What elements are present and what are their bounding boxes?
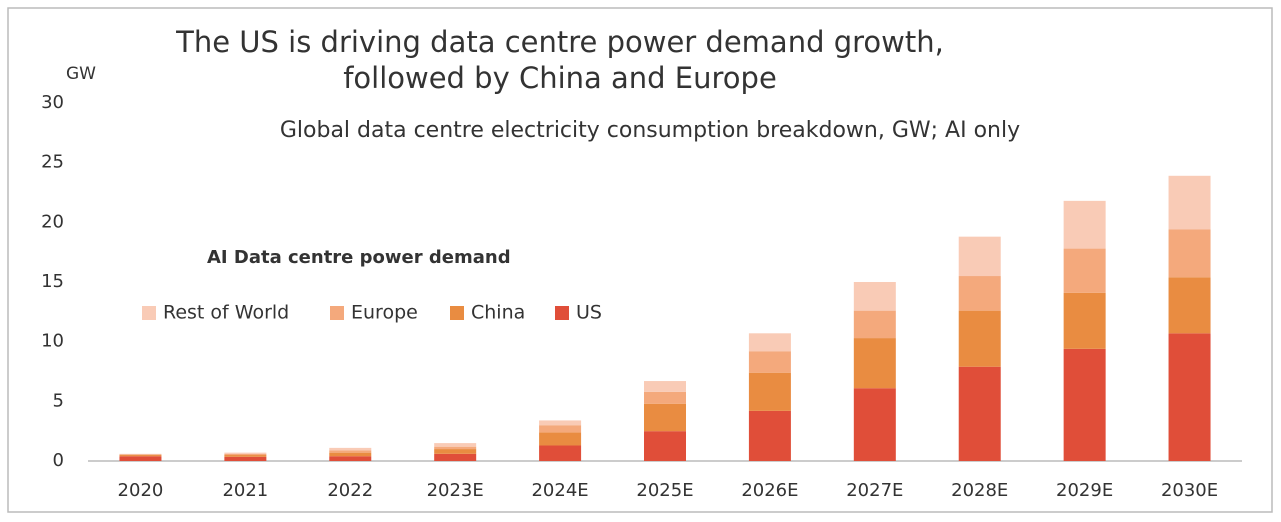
bar-segment xyxy=(224,452,267,454)
bar-segment xyxy=(434,453,477,461)
legend-swatch xyxy=(142,306,156,320)
bar-segment xyxy=(1168,175,1211,230)
y-tick-label: 10 xyxy=(41,331,64,352)
bar-segment xyxy=(853,310,896,339)
chart-title: followed by China and Europe xyxy=(343,61,777,95)
y-tick-label: 15 xyxy=(41,271,64,292)
chart-subtitle: Global data centre electricity consumpti… xyxy=(280,118,1020,143)
bar-segment xyxy=(434,443,477,447)
bar-segment xyxy=(1168,229,1211,278)
legend-swatch xyxy=(555,306,569,320)
bar-segment xyxy=(119,456,162,461)
legend-label: US xyxy=(576,302,602,324)
legend-label: Rest of World xyxy=(163,302,289,324)
x-tick-label: 2026E xyxy=(741,480,798,501)
bar-segment xyxy=(539,445,582,461)
bar-segment xyxy=(958,276,1001,311)
bar-segment xyxy=(644,391,686,404)
bar-segment xyxy=(224,453,267,456)
bar-segment xyxy=(958,310,1001,367)
legend-title: AI Data centre power demand xyxy=(207,247,511,268)
bar-segment xyxy=(748,333,791,352)
bar-segment xyxy=(434,446,477,450)
bar-segment xyxy=(644,381,686,392)
bar-segment xyxy=(644,431,686,461)
bar-segment xyxy=(958,236,1001,277)
bar-segment xyxy=(1168,333,1211,461)
chart-border xyxy=(7,7,1273,513)
bar-segment xyxy=(1063,292,1106,349)
x-tick-label: 2027E xyxy=(846,480,903,501)
y-tick-label: 0 xyxy=(53,450,64,471)
bar-segment xyxy=(644,403,686,432)
bar-segment xyxy=(329,456,372,461)
bar-segment xyxy=(329,447,372,451)
bar-segment xyxy=(853,282,896,311)
bar-segment xyxy=(119,455,162,457)
bar-segment xyxy=(853,388,896,461)
bar-segment xyxy=(958,366,1001,461)
bar-segment xyxy=(434,449,477,454)
x-tick-label: 2021 xyxy=(222,480,268,501)
x-tick-label: 2024E xyxy=(531,480,588,501)
bar-segment xyxy=(748,351,791,373)
bar-segment xyxy=(853,338,896,389)
bar-segment xyxy=(539,432,582,446)
bar-segment xyxy=(1063,200,1106,249)
y-tick-label: 5 xyxy=(53,390,64,411)
y-tick-label: 20 xyxy=(41,211,64,232)
bar-segment xyxy=(748,372,791,411)
bar-segment xyxy=(539,425,582,433)
bar-segment xyxy=(1063,248,1106,293)
legend-label: China xyxy=(471,302,525,324)
y-axis-label: GW xyxy=(66,64,96,84)
x-tick-label: 2023E xyxy=(427,480,484,501)
x-tick-label: 2028E xyxy=(951,480,1008,501)
legend-swatch xyxy=(450,306,464,320)
bar-segment xyxy=(119,453,162,455)
bar-segment xyxy=(119,454,162,456)
bar-segment xyxy=(748,410,791,461)
bar-segment xyxy=(1063,348,1106,461)
bar-segment xyxy=(539,420,582,426)
legend-label: Europe xyxy=(351,302,418,324)
chart-title: The US is driving data centre power dema… xyxy=(175,25,944,59)
bar-segment xyxy=(1168,277,1211,334)
x-tick-label: 2025E xyxy=(636,480,693,501)
legend-swatch xyxy=(330,306,344,320)
bar-segment xyxy=(329,452,372,457)
y-tick-label: 25 xyxy=(41,152,64,173)
x-tick-label: 2022 xyxy=(327,480,373,501)
bar-segment xyxy=(224,455,267,457)
bar-segment xyxy=(224,456,267,461)
x-tick-label: 2030E xyxy=(1161,480,1218,501)
bar-segment xyxy=(329,450,372,453)
x-tick-label: 2020 xyxy=(118,480,164,501)
x-tick-label: 2029E xyxy=(1056,480,1113,501)
y-tick-label: 30 xyxy=(41,92,64,113)
